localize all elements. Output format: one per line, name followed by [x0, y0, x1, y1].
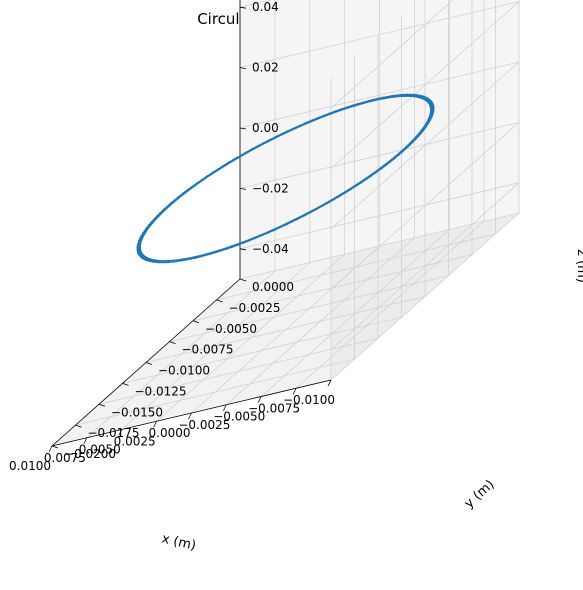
gridline-z — [239, 182, 520, 351]
y-tick-mark — [216, 299, 223, 303]
z-tick-label: −0.02 — [252, 181, 289, 195]
series-line-0 — [136, 93, 435, 264]
y-tick-label: −0.0025 — [229, 301, 281, 315]
x-tick-mark — [83, 437, 88, 444]
z-tick-label: −0.04 — [252, 242, 289, 256]
x-tick-label: 0.0050 — [79, 443, 121, 457]
z-tick-mark — [239, 127, 247, 130]
y-tick-mark — [51, 445, 59, 449]
x-tick-label: −0.0075 — [248, 401, 300, 415]
z-axis-ticks: 0.04 0.02 0.00 −0.02 −0.04 — [239, 0, 289, 256]
y-tick-label: 0.0000 — [252, 280, 294, 294]
gridline-y — [75, 57, 355, 426]
gridline-y — [122, 15, 402, 384]
gridline-y — [239, 0, 520, 280]
y-axis-label: y (m) — [462, 477, 498, 511]
y-tick-label: −0.0050 — [205, 322, 257, 336]
x-tick-mark — [223, 404, 227, 411]
x-tick-mark — [257, 396, 262, 403]
y-tick-mark — [239, 278, 247, 282]
y-tick-mark — [75, 424, 82, 428]
z-axis-label: z (m) — [574, 249, 583, 283]
gridline-y — [192, 0, 473, 322]
y-tick-mark — [192, 320, 200, 324]
z-tick-mark — [239, 188, 247, 190]
gridline-y — [98, 36, 379, 405]
gridline-z — [239, 61, 520, 230]
x-tick-mark — [153, 421, 157, 428]
z-tick-mark — [239, 67, 247, 69]
gridline-z — [239, 1, 520, 169]
z-tick-label: 0.00 — [252, 121, 279, 135]
x-tick-label: 0.0025 — [114, 434, 156, 448]
y-tick-mark — [145, 362, 153, 365]
x-tick-label: −0.0025 — [178, 418, 230, 432]
x-tick-label: 0.0100 — [9, 459, 51, 473]
y-tick-label: −0.0075 — [182, 343, 234, 357]
gridline-z — [239, 122, 520, 290]
x-tick-label: 0.0000 — [149, 426, 191, 440]
y-tick-mark — [169, 341, 176, 345]
x-tick-mark — [327, 379, 332, 387]
y-tick-label: −0.0150 — [111, 405, 163, 419]
series-group — [136, 93, 435, 264]
y-tick-label: −0.0100 — [158, 364, 210, 378]
z-tick-label: 0.04 — [252, 0, 279, 14]
gridline-z — [239, 0, 454, 109]
z-tick-label: 0.02 — [252, 61, 279, 75]
x-axis-ticks: −0.0100−0.0075−0.0050−0.00250.00000.0025… — [9, 379, 335, 473]
z-tick-mark — [239, 6, 247, 9]
x-tick-label: 0.0075 — [44, 451, 86, 465]
y-tick-mark — [98, 403, 106, 407]
x-tick-mark — [118, 429, 123, 436]
gridline-y — [169, 0, 449, 342]
y-tick-label: −0.0200 — [64, 447, 116, 461]
x-tick-mark — [188, 412, 192, 420]
y-tick-label: −0.0175 — [88, 426, 140, 440]
x-axis-label: x (m) — [160, 531, 197, 553]
y-tick-mark — [122, 382, 129, 386]
x-tick-label: −0.0050 — [213, 410, 265, 424]
x-tick-mark — [292, 388, 297, 395]
gridline-y — [216, 0, 496, 301]
x-tick-label: −0.0100 — [283, 393, 335, 407]
y-tick-label: −0.0125 — [135, 384, 187, 398]
z-tick-mark — [239, 248, 247, 251]
y-axis-ticks: 0.0000−0.0025−0.0050−0.0075−0.0100−0.012… — [51, 278, 294, 461]
gridline-y — [145, 0, 426, 363]
x-tick-mark — [48, 445, 53, 453]
